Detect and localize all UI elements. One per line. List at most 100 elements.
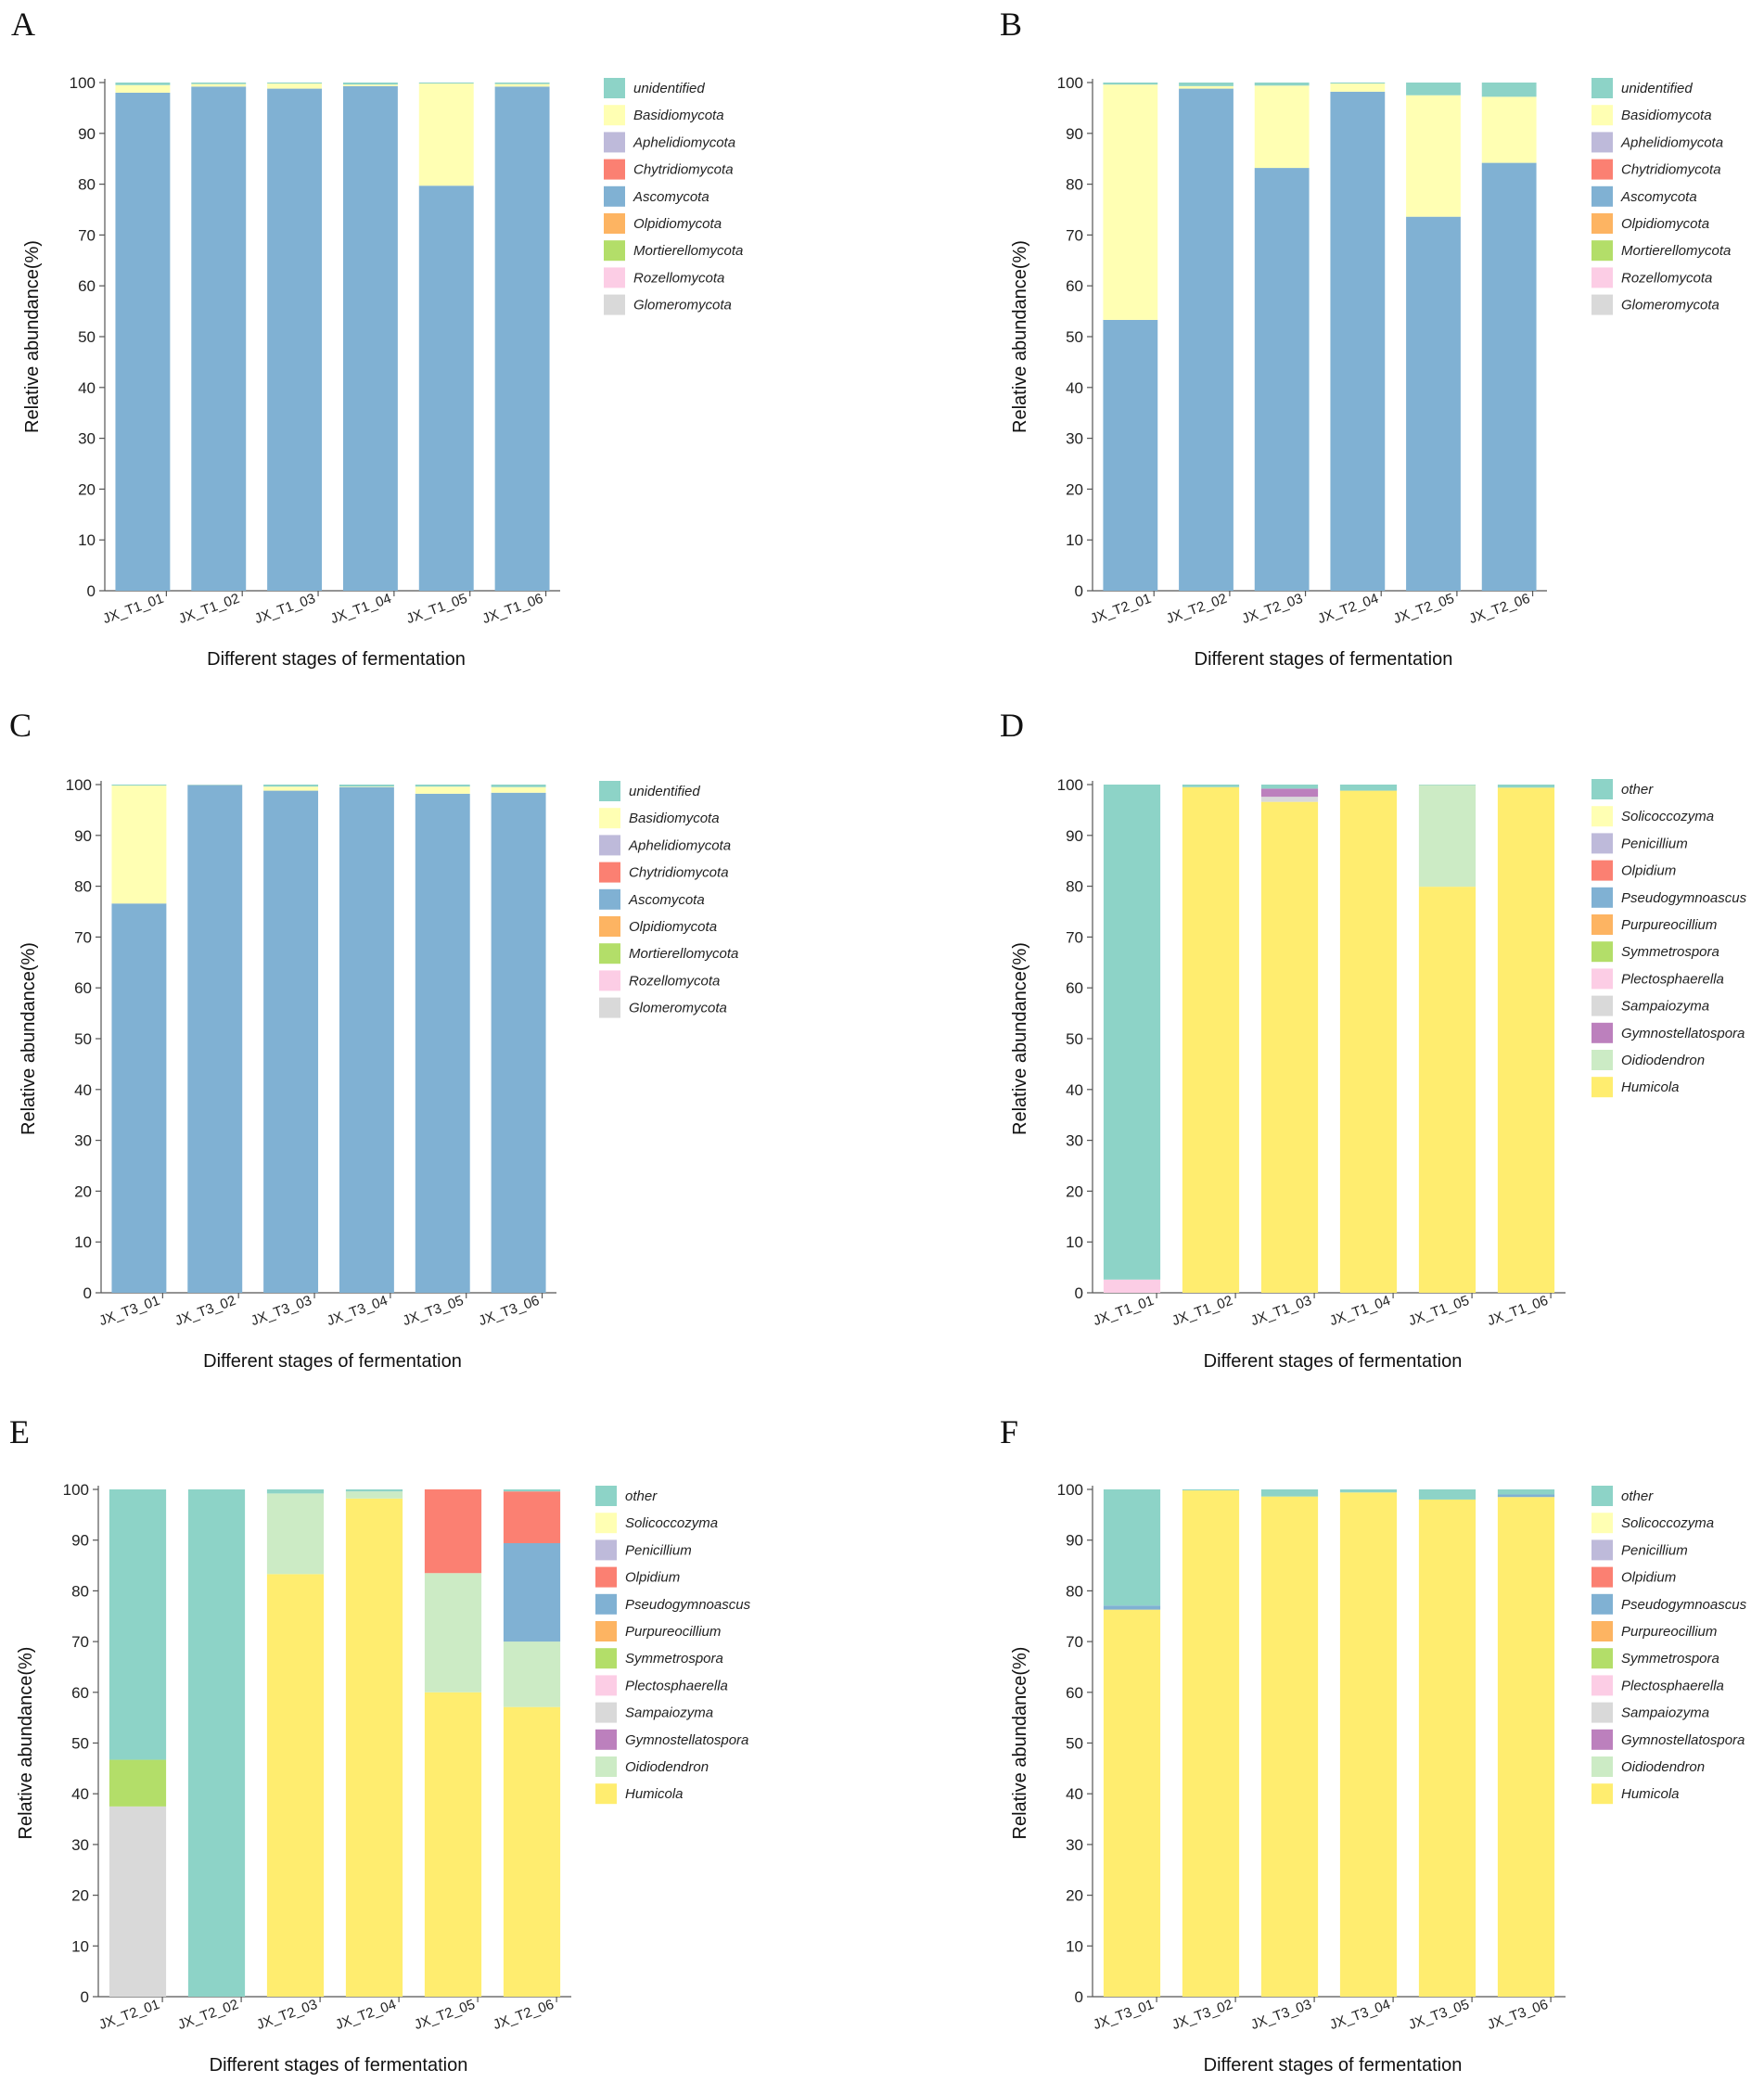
legend-label: Humicola [1621, 1786, 1680, 1802]
legend-swatch [604, 267, 625, 288]
legend-swatch [604, 132, 625, 153]
bar-segment-unidentified [115, 83, 171, 85]
bar-segment-unidentified [339, 785, 394, 787]
legend-swatch [1591, 159, 1613, 180]
x-tick-label: JX_T1_02 [176, 591, 241, 627]
y-tick-label: 10 [1066, 1233, 1083, 1251]
bar-segment-unidentified [491, 785, 546, 787]
legend-swatch [1591, 779, 1613, 799]
y-tick-label: 60 [1066, 1684, 1083, 1702]
bar-segment-unidentified [342, 83, 398, 85]
legend-label: Rozellomycota [1621, 270, 1712, 286]
x-axis-title: Different stages of fermentation [207, 649, 466, 670]
legend-label: Gymnostellatospora [1621, 1026, 1745, 1041]
legend-label: Mortierellomycota [629, 946, 738, 962]
legend: other Solicoccozyma Penicillium Olpidium Pse… [1591, 1486, 1747, 1805]
y-tick-label: 80 [1066, 1582, 1083, 1600]
x-tick-label: JX_T1_04 [328, 591, 393, 627]
legend-label: Symmetrospora [1621, 1651, 1719, 1667]
x-tick-label: JX_T1_05 [404, 591, 469, 627]
bar-segment-ascomycota [191, 86, 247, 591]
bar-segment-olpidium [424, 1489, 482, 1574]
y-tick-label: 50 [78, 328, 96, 346]
legend-swatch [595, 1486, 617, 1506]
legend-swatch [604, 185, 625, 207]
bar-segment-basidiomycota [115, 84, 171, 93]
legend-label: Purpureocillium [625, 1624, 721, 1640]
legend-swatch [1591, 968, 1613, 990]
x-tick-label: JX_T2_03 [1240, 591, 1305, 627]
legend-label: Oidiodendron [1621, 1053, 1705, 1068]
x-axis-title: Different stages of fermentation [1204, 2055, 1463, 2076]
legend-swatch [1591, 213, 1613, 234]
x-tick-label: JX_T3_04 [1327, 1997, 1392, 2033]
legend-swatch [599, 835, 620, 856]
bar-segment-ascomycota [263, 790, 319, 1293]
panel-a: A 0 10 20 30 40 50 60 70 80 90 100 JX_T1_01 JX_T1_02 J… [11, 6, 743, 670]
bar-segment-other [1103, 1489, 1161, 1606]
bar-segment-unidentified [494, 83, 550, 84]
y-tick-label: 100 [70, 74, 96, 92]
bar-segment-ascomycota [1179, 88, 1234, 592]
bar-segment-ascomycota [339, 786, 394, 1293]
bar-segment-other [266, 1489, 325, 1494]
legend: unidentified Basidiomycota Aphelidiomycota… [1591, 78, 1731, 315]
bar-segment-ascomycota [267, 88, 323, 592]
y-tick-label: 10 [74, 1233, 92, 1251]
legend-label: Plectosphaerella [1621, 1678, 1724, 1693]
y-axis-title: Relative abundance(%) [22, 240, 43, 433]
legend-label: Basidiomycota [629, 811, 720, 826]
x-axis-title: Different stages of fermentation [1195, 649, 1453, 670]
bar-segment-basidiomycota [1103, 84, 1158, 320]
legend-swatch [604, 159, 625, 180]
x-tick-label: JX_T3_06 [1485, 1997, 1550, 2033]
legend-swatch [604, 294, 625, 315]
x-tick-label: JX_T1_06 [480, 591, 545, 627]
y-tick-label: 100 [1057, 74, 1083, 92]
legend-label: other [1621, 782, 1654, 798]
bar-segment-ascomycota [491, 792, 546, 1293]
y-tick-label: 100 [1057, 776, 1083, 794]
bar-segment-humicola [1182, 786, 1240, 1293]
bar-segment-unidentified [1406, 83, 1461, 96]
legend-swatch [595, 1675, 617, 1696]
bar-segment-humicola [266, 1574, 325, 1997]
bar-segment-other [1497, 785, 1555, 788]
y-axis-title: Relative abundance(%) [1010, 1647, 1030, 1840]
bar-segment-other [1418, 785, 1476, 786]
y-tick-label: 0 [1075, 1284, 1083, 1302]
legend-label: Penicillium [1621, 1542, 1688, 1558]
x-tick-label: JX_T1_02 [1170, 1293, 1234, 1329]
bar-segment-humicola [1497, 1497, 1555, 1997]
y-tick-label: 10 [1066, 1937, 1083, 1955]
panel-letter: C [9, 707, 32, 744]
legend-swatch [1591, 1486, 1613, 1506]
legend-label: Ascomycota [628, 892, 705, 908]
y-tick-label: 30 [74, 1132, 92, 1150]
y-tick-label: 40 [1066, 1081, 1083, 1099]
x-tick-label: JX_T2_06 [1467, 591, 1532, 627]
bar-segment-other [503, 1489, 561, 1492]
x-tick-label: JX_T3_02 [1170, 1997, 1234, 2033]
y-tick-label: 100 [66, 776, 92, 794]
bar-segment-sampaiozyma [109, 1806, 167, 1997]
bar-segment-humicola [345, 1498, 403, 1997]
legend-label: Oidiodendron [1621, 1759, 1705, 1775]
legend-swatch [595, 1593, 617, 1615]
y-tick-label: 80 [1066, 878, 1083, 896]
legend-label: Gymnostellatospora [625, 1732, 748, 1748]
y-tick-label: 40 [74, 1081, 92, 1099]
legend-label: Glomeromycota [629, 1001, 727, 1016]
bar-segment-pseudogymnoascus [1103, 1605, 1161, 1610]
x-tick-label: JX_T3_03 [1248, 1997, 1313, 2033]
panel-letter: E [9, 1413, 30, 1450]
legend-swatch [1591, 1648, 1613, 1669]
bar-segment-humicola [1339, 790, 1398, 1293]
y-tick-label: 30 [1066, 1132, 1083, 1150]
bar-segment-basidiomycota [418, 83, 474, 186]
x-tick-label: JX_T1_01 [1091, 1293, 1156, 1329]
y-axis-title: Relative abundance(%) [1010, 240, 1030, 433]
bar-segment-other [1182, 785, 1240, 787]
legend-swatch [1591, 887, 1613, 908]
legend-swatch [1591, 1675, 1613, 1696]
